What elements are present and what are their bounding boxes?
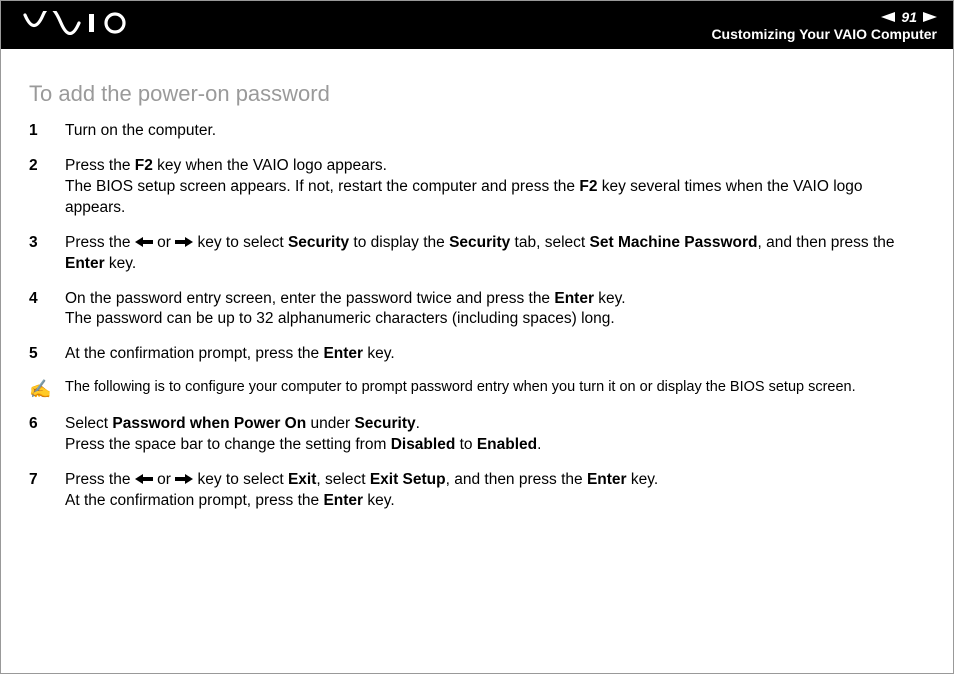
bold-text: Password when Power On	[112, 415, 306, 432]
breadcrumb[interactable]: Customizing Your VAIO Computer	[711, 26, 937, 42]
page-root: 91 Customizing Your VAIO Computer To add…	[0, 0, 954, 674]
step-body: Turn on the computer.	[65, 121, 925, 142]
step-line: Press the or key to select Exit, select …	[65, 470, 925, 491]
step-item: 1Turn on the computer.	[29, 121, 925, 142]
step-item: 5At the confirmation prompt, press the E…	[29, 344, 925, 365]
bold-text: Enter	[323, 345, 363, 362]
steps-list: 1Turn on the computer.2Press the F2 key …	[29, 121, 925, 512]
step-line: At the confirmation prompt, press the En…	[65, 344, 925, 365]
bold-text: Disabled	[391, 436, 456, 453]
bold-text: Security	[449, 234, 510, 251]
step-line: At the confirmation prompt, press the En…	[65, 491, 925, 512]
bold-text: Security	[354, 415, 415, 432]
step-line: Press the or key to select Security to d…	[65, 233, 925, 275]
step-line: Select Password when Power On under Secu…	[65, 414, 925, 435]
header-bar: 91 Customizing Your VAIO Computer	[1, 1, 953, 49]
step-item: 4On the password entry screen, enter the…	[29, 289, 925, 331]
bold-text: Security	[288, 234, 349, 251]
note-text: The following is to configure your compu…	[65, 379, 925, 400]
step-number: 3	[29, 233, 65, 275]
step-body: On the password entry screen, enter the …	[65, 289, 925, 331]
note-icon: ✍	[29, 379, 65, 400]
step-body: Press the or key to select Exit, select …	[65, 470, 925, 512]
step-body: Press the or key to select Security to d…	[65, 233, 925, 275]
step-line: The BIOS setup screen appears. If not, r…	[65, 177, 925, 219]
step-body: At the confirmation prompt, press the En…	[65, 344, 925, 365]
next-page-arrow-icon[interactable]	[923, 11, 937, 23]
left-arrow-icon	[135, 236, 153, 248]
left-arrow-icon	[135, 473, 153, 485]
step-line: On the password entry screen, enter the …	[65, 289, 925, 310]
note-row: ✍The following is to configure your comp…	[29, 379, 925, 400]
prev-page-arrow-icon[interactable]	[881, 11, 895, 23]
step-number: 4	[29, 289, 65, 331]
step-item: 2Press the F2 key when the VAIO logo app…	[29, 156, 925, 219]
bold-text: Enter	[587, 471, 627, 488]
step-body: Select Password when Power On under Secu…	[65, 414, 925, 456]
step-line: The password can be up to 32 alphanumeri…	[65, 309, 925, 330]
header-right: 91 Customizing Your VAIO Computer	[711, 9, 937, 42]
vaio-logo	[23, 11, 133, 40]
step-item: 3Press the or key to select Security to …	[29, 233, 925, 275]
step-number: 6	[29, 414, 65, 456]
step-item: 7Press the or key to select Exit, select…	[29, 470, 925, 512]
section-title: To add the power-on password	[29, 81, 925, 107]
bold-text: Enter	[65, 255, 105, 272]
step-line: Turn on the computer.	[65, 121, 925, 142]
step-number: 1	[29, 121, 65, 142]
bold-text: F2	[135, 157, 153, 174]
step-line: Press the F2 key when the VAIO logo appe…	[65, 156, 925, 177]
bold-text: Exit Setup	[370, 471, 446, 488]
bold-text: Set Machine Password	[590, 234, 758, 251]
step-line: Press the space bar to change the settin…	[65, 435, 925, 456]
bold-text: F2	[579, 178, 597, 195]
step-body: Press the F2 key when the VAIO logo appe…	[65, 156, 925, 219]
bold-text: Exit	[288, 471, 316, 488]
bold-text: Enter	[554, 290, 594, 307]
page-number: 91	[901, 9, 917, 25]
content-area: To add the power-on password 1Turn on th…	[1, 49, 953, 512]
page-nav: 91	[881, 9, 937, 25]
right-arrow-icon	[175, 473, 193, 485]
step-number: 7	[29, 470, 65, 512]
right-arrow-icon	[175, 236, 193, 248]
step-item: 6Select Password when Power On under Sec…	[29, 414, 925, 456]
step-number: 2	[29, 156, 65, 219]
bold-text: Enter	[323, 492, 363, 509]
step-number: 5	[29, 344, 65, 365]
bold-text: Enabled	[477, 436, 537, 453]
